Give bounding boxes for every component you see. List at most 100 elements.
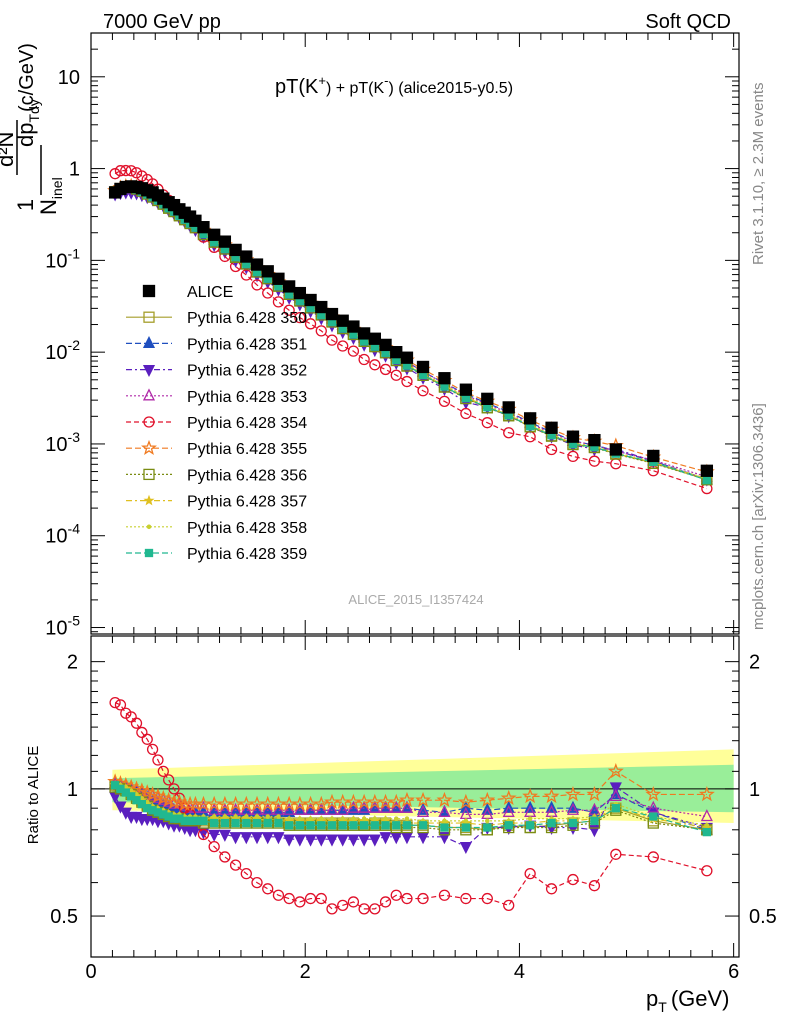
series-8-ratio-point-31 (361, 816, 367, 821)
alice-point-30 (347, 320, 360, 333)
legend-entry-8: Pythia 6.428 357 (126, 494, 307, 511)
legend-marker-4 (142, 388, 156, 401)
ratio-frame (90, 635, 740, 958)
series-4-ratio-point-42 (545, 883, 558, 895)
series-8-ratio-point-35 (404, 816, 410, 821)
series-4-main-point-30 (347, 345, 360, 357)
y-tick-label: 1 (69, 159, 80, 181)
series-2-ratio-point-36 (416, 832, 430, 845)
alice-point-44 (588, 433, 601, 447)
series-2-ratio-point-26 (304, 834, 317, 847)
series-9-ratio-point-29 (338, 821, 347, 830)
y-tick-label: 10-5 (45, 613, 80, 640)
legend-entry-10: Pythia 6.428 359 (126, 546, 307, 563)
series-9-ratio-point-36 (418, 821, 428, 830)
legend-label-2: Pythia 6.428 351 (187, 336, 307, 353)
series-2-ratio-point-38 (459, 841, 472, 855)
series-4-main-point-25 (294, 312, 306, 324)
series-4-ratio-point-39 (481, 892, 493, 905)
title-kminus-sup: - (384, 73, 388, 88)
series-4-ratio-point-43 (567, 873, 579, 886)
series-2-ratio-point-34 (390, 832, 403, 845)
legend-entry-4: Pythia 6.428 353 (126, 388, 307, 406)
alice-point-34 (390, 346, 403, 359)
series-9-ratio-point-35 (402, 821, 412, 830)
legend-label-0: ALICE (187, 284, 233, 301)
series-4-main-point-21 (251, 279, 263, 291)
series-9-ratio-point-22 (263, 818, 272, 828)
series-4-ratio-point-34 (390, 889, 402, 901)
ratio-panel-data (107, 696, 715, 915)
series-3-ratio-point-43 (566, 802, 580, 815)
alice-point-36 (416, 360, 430, 374)
legend-label-1: Pythia 6.428 350 (187, 310, 307, 327)
series-5-ratio-point-45 (607, 762, 624, 779)
series-4-ratio-point-4 (130, 717, 143, 729)
y-tick-label: 10-1 (45, 245, 80, 272)
alice-point-35 (400, 351, 414, 364)
series-ratio-5 (107, 762, 715, 811)
series-9-main-point-47 (702, 476, 712, 485)
ratio-tick-label-left: 0.5 (50, 906, 78, 928)
series-9-ratio-point-34 (392, 821, 401, 830)
series-2-ratio-point-18 (218, 829, 231, 842)
series-9-ratio-point-26 (306, 821, 315, 830)
series-3-ratio-point-37 (438, 804, 451, 817)
series-9-ratio-point-23 (274, 818, 283, 828)
series-2-ratio-point-29 (336, 834, 349, 847)
legend-entry-0: ALICE (142, 284, 233, 301)
series-4-main-point-31 (358, 353, 370, 366)
legend-entry-2: Pythia 6.428 351 (126, 335, 307, 353)
ratio-tick-label-left: 1 (67, 779, 78, 801)
series-4-ratio-point-40 (503, 899, 515, 912)
main-frame (90, 32, 740, 635)
series-3-ratio-point-36 (416, 804, 430, 817)
y-tick-label: 10-3 (45, 429, 80, 456)
ylabel-denominator: Ninel (36, 177, 65, 215)
y-tick-label: 10-2 (45, 337, 80, 364)
series-9-ratio-point-27 (317, 821, 326, 830)
series-4-ratio-point-26 (304, 892, 317, 905)
series-4-ratio-point-41 (524, 867, 536, 880)
series-9-ratio-point-41 (525, 821, 535, 830)
series-5-ratio-point-39 (479, 791, 496, 807)
legend-label-7: Pythia 6.428 356 (187, 467, 307, 484)
series-3-ratio-point-16 (197, 800, 210, 813)
series-5-ratio-point-43 (565, 786, 581, 802)
series-5-ratio-point-34 (388, 793, 405, 809)
series-9-ratio-point-16 (199, 816, 208, 825)
series-9-ratio-point-42 (547, 818, 556, 828)
series-4-ratio-point-7 (146, 743, 159, 756)
series-4-ratio-point-6 (141, 733, 153, 745)
title-prefix: pT(K (275, 76, 319, 98)
alice-point-21 (250, 258, 264, 271)
legend-marker-0 (142, 284, 156, 298)
series-9-ratio-point-47 (702, 827, 712, 837)
legend-entry-3: Pythia 6.428 352 (126, 363, 307, 380)
legend-label-4: Pythia 6.428 353 (187, 389, 307, 406)
legend-marker-1 (143, 311, 155, 323)
legend-entry-5: Pythia 6.428 354 (126, 415, 307, 432)
series-4-main-point-38 (460, 407, 472, 420)
series-4-ratio-point-35 (401, 892, 413, 905)
series-4-ratio-point-18 (219, 851, 231, 863)
series-2-ratio-point-27 (315, 834, 328, 847)
series-8-ratio-point-39 (484, 818, 490, 824)
main-panel-data (107, 164, 715, 495)
alice-data (108, 180, 714, 477)
series-4-main-point-20 (240, 269, 252, 281)
series-2-ratio-point-32 (368, 834, 381, 847)
alice-point-18 (218, 235, 232, 248)
title-middle: ) + pT(K (326, 80, 385, 97)
series-2-ratio-point-45 (609, 782, 622, 795)
ratio-tick-label-left: 2 (67, 652, 78, 674)
legend-label-9: Pythia 6.428 358 (187, 520, 307, 537)
x-tick-label: 0 (85, 961, 96, 983)
alice-point-17 (208, 228, 221, 241)
series-2-ratio-point-17 (208, 829, 221, 842)
series-4-ratio-point-47 (701, 865, 713, 877)
series-4-main-point-22 (262, 287, 274, 299)
series-9-ratio-point-17 (210, 818, 219, 828)
series-4-main-point-34 (390, 369, 402, 381)
series-5-ratio-point-40 (500, 789, 517, 806)
